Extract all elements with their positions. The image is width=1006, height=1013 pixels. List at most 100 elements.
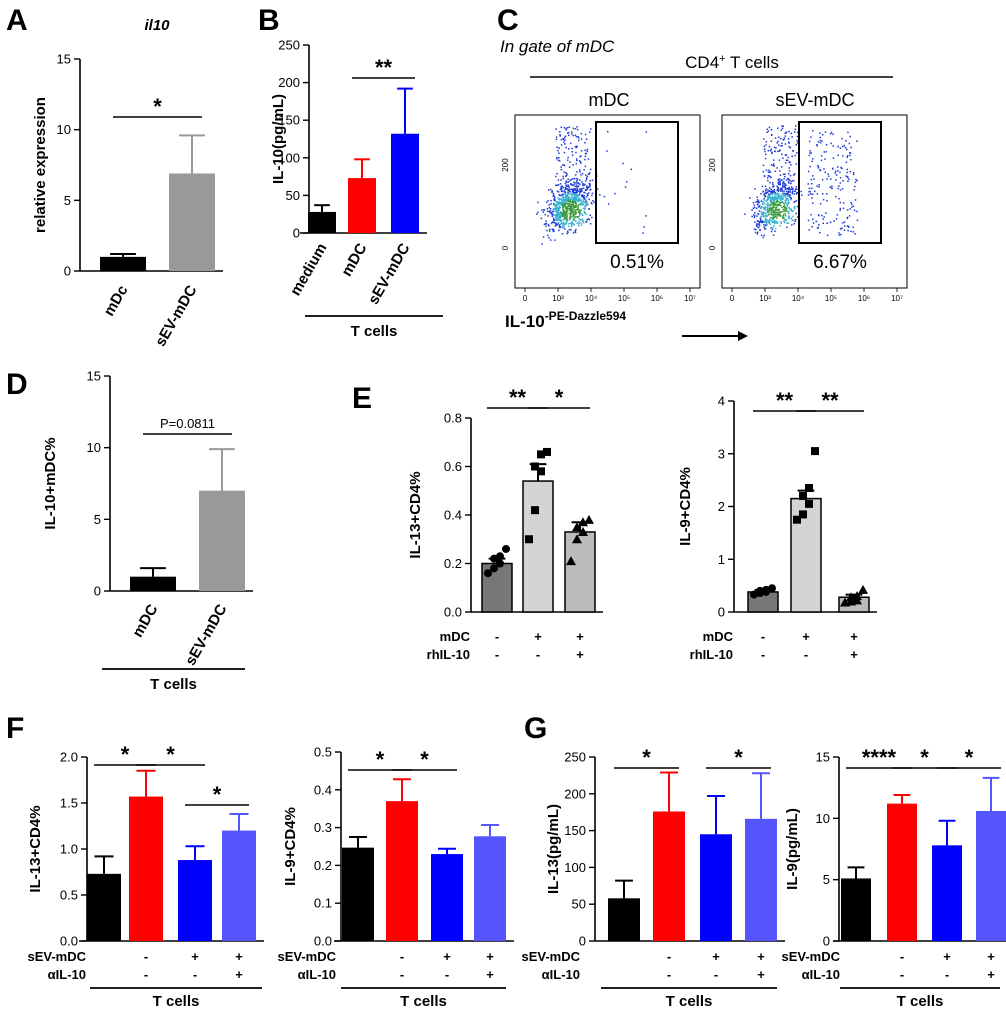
flow-event-dot <box>760 213 763 215</box>
flow-event-dot <box>559 215 562 217</box>
data-point <box>811 447 819 456</box>
condition-sign: - <box>400 949 404 964</box>
flow-event-dot <box>758 210 761 212</box>
flow-event-dot <box>789 179 791 181</box>
flow-event-dot <box>759 207 762 209</box>
flow-event-dot <box>570 203 572 206</box>
flow-event-dot <box>852 172 855 174</box>
flow-event-dot <box>787 173 790 175</box>
flow-event-dot <box>558 219 560 221</box>
flow-event-dot <box>769 216 772 219</box>
flow-event-dot <box>791 187 793 190</box>
flow-event-dot <box>772 234 775 236</box>
flow-event-dot <box>785 199 788 201</box>
flow-cytometry-panel: In gate of mDC CD4+ T cells mDC 0.51% 20… <box>500 37 908 341</box>
flow-event-dot <box>562 193 564 196</box>
flow-event-dot <box>768 197 770 199</box>
panel-letter-e: E <box>352 382 372 415</box>
flow-event-dot <box>581 181 583 183</box>
flow-event-dot <box>571 154 574 156</box>
y-tick-label: 0.6 <box>444 459 462 474</box>
significance-label: * <box>121 742 130 767</box>
flow-event-dot <box>572 223 575 225</box>
flow-event-dot <box>572 134 574 137</box>
flow-event-dot <box>754 221 756 223</box>
group-label: T cells <box>150 676 197 693</box>
y-tick-label: 200 <box>564 786 586 801</box>
condition-sign: + <box>576 647 584 662</box>
flow-event-dot <box>778 203 781 206</box>
flow-event-dot <box>572 205 574 208</box>
flow-event-dot <box>545 220 547 222</box>
flow-event-dot <box>585 174 587 176</box>
flow-event-dot <box>776 215 779 217</box>
flow-event-dot <box>574 128 577 130</box>
bar <box>129 796 163 941</box>
flow-event-dot <box>789 161 791 163</box>
flow-event-dot <box>788 207 790 209</box>
flow-event-dot <box>607 130 609 133</box>
flow-event-dot <box>572 189 575 192</box>
flow-event-dot <box>765 222 768 225</box>
flow-x-tick-label: 10⁵ <box>618 294 630 303</box>
flow-event-dot <box>795 186 797 188</box>
flow-event-dot <box>580 203 583 205</box>
flow-event-dot <box>575 146 577 149</box>
flow-event-dot <box>553 214 555 217</box>
flow-event-dot <box>765 217 767 220</box>
flow-event-dot <box>783 220 785 222</box>
flow-event-dot <box>783 213 785 216</box>
flow-event-dot <box>794 200 796 203</box>
flow-event-dot <box>593 201 595 203</box>
flow-event-dot <box>807 219 810 222</box>
flow-event-dot <box>790 197 792 200</box>
flow-event-dot <box>789 146 792 149</box>
flow-event-dot <box>777 187 780 190</box>
flow-event-dot <box>779 225 781 227</box>
flow-event-dot <box>764 157 767 160</box>
flow-event-dot <box>842 207 845 210</box>
flow-event-dot <box>783 139 785 141</box>
flow-event-dot <box>554 225 557 227</box>
flow-event-dot <box>773 215 775 217</box>
flow-event-dot <box>780 188 782 191</box>
flow-event-dot <box>840 233 842 236</box>
flow-event-dot <box>575 202 577 205</box>
flow-event-dot <box>847 176 849 179</box>
flow-event-dot <box>576 194 579 196</box>
flow-event-dot <box>588 192 590 194</box>
flow-event-dot <box>770 213 772 215</box>
flow-event-dot <box>781 190 784 192</box>
flow-event-dot <box>565 180 567 182</box>
flow-event-dot <box>811 197 813 199</box>
flow-event-dot <box>767 195 769 198</box>
flow-event-dot <box>576 186 578 188</box>
flow-event-dot <box>837 145 839 148</box>
significance-label: * <box>376 747 385 772</box>
flow-event-dot <box>573 181 575 184</box>
flow-event-dot <box>822 198 825 201</box>
flow-event-dot <box>845 161 848 164</box>
condition-label: rhIL-10 <box>690 647 733 662</box>
flow-event-dot <box>784 195 786 197</box>
flow-event-dot <box>546 208 549 210</box>
flow-event-dot <box>574 198 577 200</box>
flow-event-dot <box>562 207 564 209</box>
flow-event-dot <box>578 169 581 171</box>
flow-event-dot <box>588 173 590 175</box>
flow-event-dot <box>777 140 779 143</box>
flow-event-dot <box>575 228 577 231</box>
flow-event-dot <box>577 199 580 202</box>
flow-event-dot <box>850 201 852 204</box>
condition-label: αIL-10 <box>298 967 336 982</box>
y-tick-label: 0.4 <box>314 782 332 797</box>
flow-event-dot <box>576 126 578 128</box>
flow-event-dot <box>767 221 770 224</box>
flow-event-dot <box>557 202 559 204</box>
flow-event-dot <box>839 207 842 210</box>
flow-event-dot <box>567 196 569 199</box>
flow-event-dot <box>789 194 791 196</box>
flow-event-dot <box>832 145 834 147</box>
significance-label: * <box>965 745 974 770</box>
flow-event-dot <box>580 162 582 164</box>
